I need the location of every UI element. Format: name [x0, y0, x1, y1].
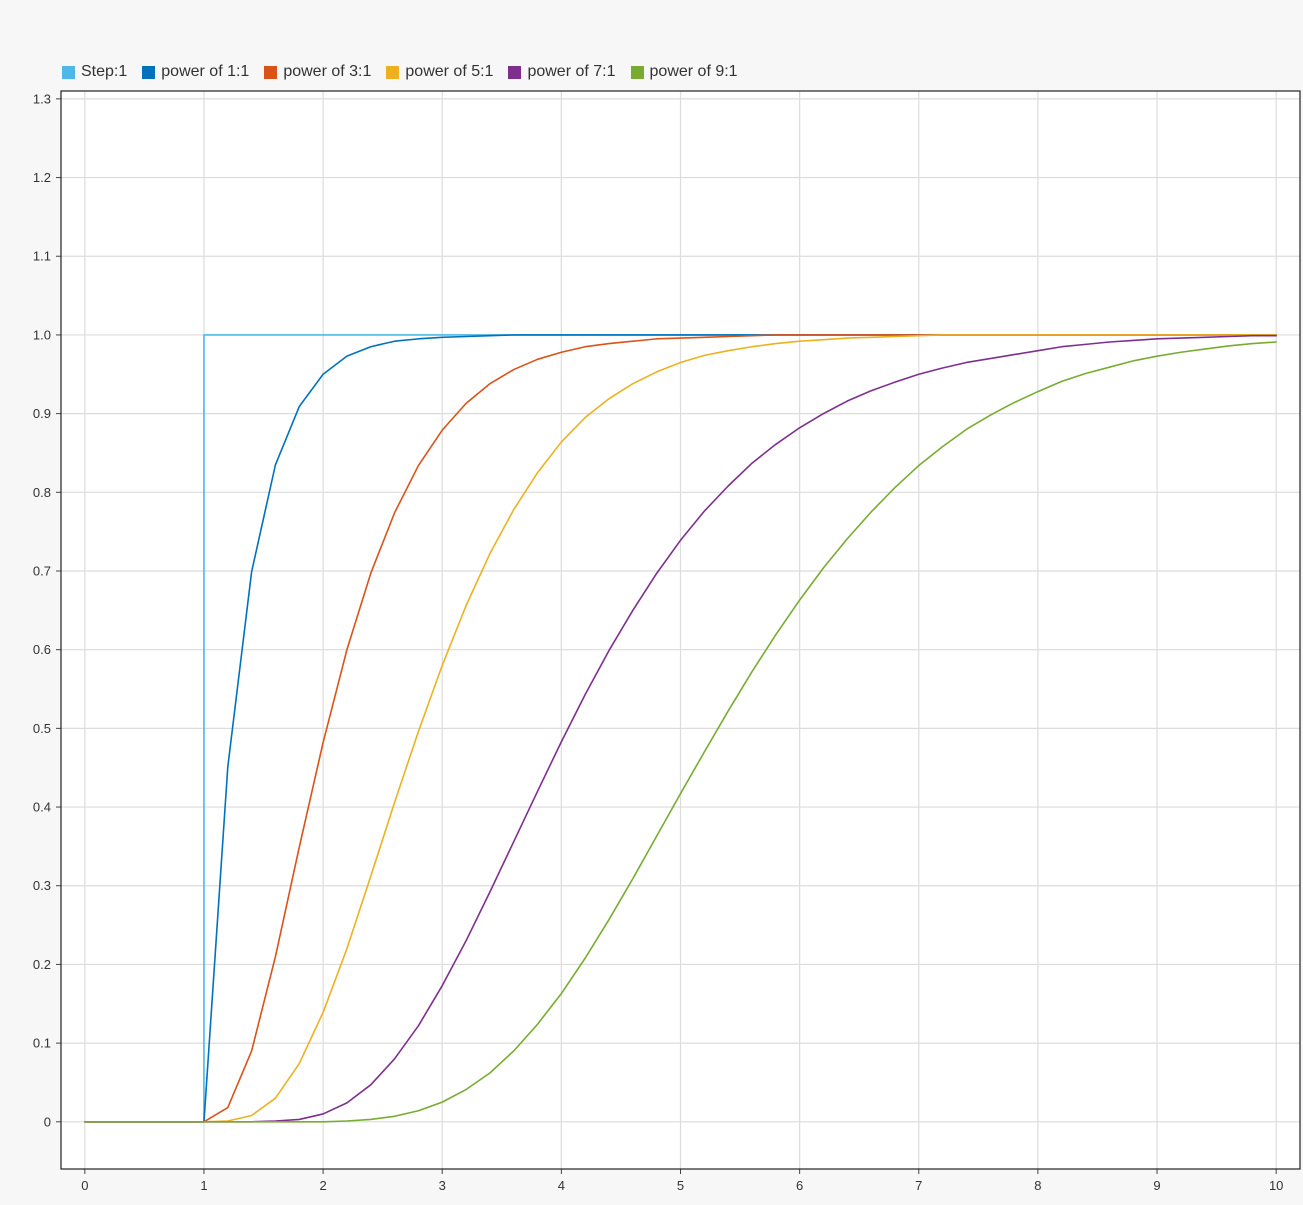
y-tick-label: 0.1: [33, 1036, 51, 1051]
x-tick-label: 10: [1269, 1178, 1283, 1193]
x-tick-label: 4: [558, 1178, 565, 1193]
x-tick-label: 8: [1034, 1178, 1041, 1193]
y-tick-label: 0.8: [33, 485, 51, 500]
legend-item: power of 9:1: [630, 63, 738, 81]
y-tick-label: 0.3: [33, 878, 51, 893]
y-tick-label: 0.6: [33, 642, 51, 657]
legend-label: power of 7:1: [527, 63, 616, 80]
x-tick-label: 1: [200, 1178, 207, 1193]
x-tick-label: 2: [319, 1178, 326, 1193]
y-tick-label: 1.3: [33, 91, 51, 106]
legend-item: Step:1: [62, 63, 127, 81]
x-tick-label: 7: [915, 1178, 922, 1193]
y-tick-label: 1.2: [33, 170, 51, 185]
legend-swatch: [630, 65, 644, 79]
y-tick-label: 0: [44, 1114, 51, 1129]
x-tick-label: 6: [796, 1178, 803, 1193]
legend-label: Step:1: [81, 63, 128, 80]
y-tick-label: 0.7: [33, 563, 51, 578]
y-tick-label: 0.4: [33, 800, 51, 815]
legend-label: power of 9:1: [649, 63, 738, 80]
legend-item: power of 1:1: [142, 63, 249, 81]
series-line-3: [84, 334, 1277, 1123]
legend: Step:1 power of 1:1 power of 3:1 power of 5…: [62, 61, 753, 83]
legend-label: power of 3:1: [283, 63, 372, 80]
series-line-4: [84, 334, 1277, 1123]
series-line-5: [84, 341, 1277, 1123]
y-tick-label: 0.5: [33, 721, 51, 736]
legend-swatch: [386, 65, 400, 79]
legend-swatch: [142, 65, 156, 79]
y-tick-label: 1.0: [33, 327, 51, 342]
legend-item: power of 7:1: [508, 63, 616, 81]
y-tick-label: 1.1: [33, 249, 51, 264]
legend-item: power of 5:1: [386, 63, 493, 81]
legend-swatch: [508, 65, 522, 79]
legend-label: power of 5:1: [405, 63, 494, 80]
x-tick-label: 9: [1153, 1178, 1160, 1193]
legend-swatch: [62, 65, 75, 79]
plot-frame: [60, 90, 1301, 1170]
x-tick-label: 5: [677, 1178, 684, 1193]
x-tick-label: 3: [439, 1178, 446, 1193]
x-tick-label: 0: [81, 1178, 88, 1193]
legend-label: power of 1:1: [161, 63, 250, 80]
y-tick-label: 0.9: [33, 406, 51, 421]
y-tick-label: 0.2: [33, 957, 51, 972]
legend-swatch: [264, 65, 278, 79]
legend-item: power of 3:1: [264, 63, 371, 81]
